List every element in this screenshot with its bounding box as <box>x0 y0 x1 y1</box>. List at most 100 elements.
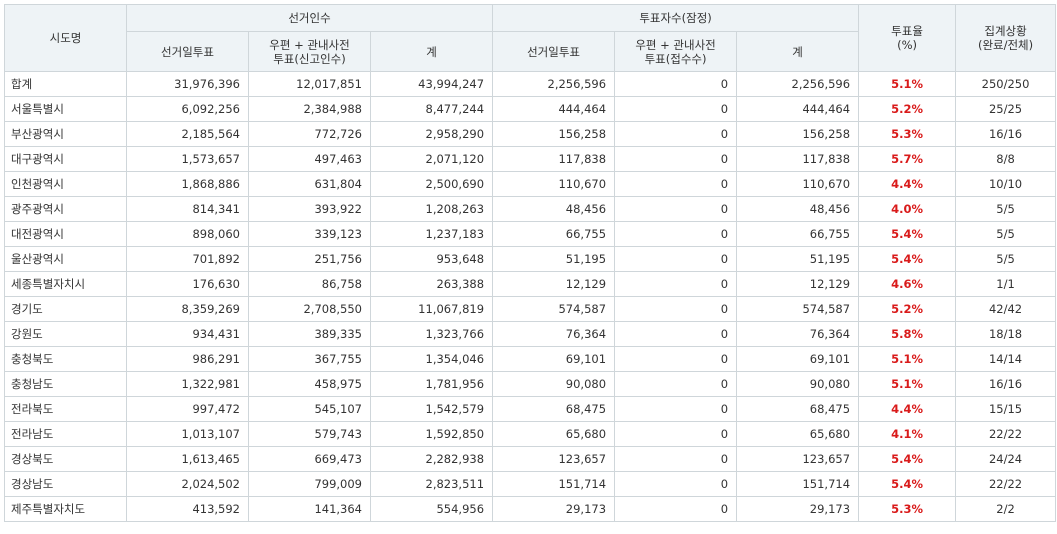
electorate-day-cell: 997,472 <box>126 396 249 422</box>
voters-postal-cell: 0 <box>614 96 738 122</box>
tally-status-cell: 16/16 <box>955 371 1057 397</box>
electorate-postal-cell: 367,755 <box>248 346 371 372</box>
voters-postal-cell: 0 <box>614 221 738 247</box>
electorate-postal-cell: 339,123 <box>248 221 371 247</box>
header-electorate-postal-line1: 우편 + 관내사전 <box>269 37 350 52</box>
header-voters-total: 계 <box>736 31 860 72</box>
region-cell: 제주특별자치도 <box>4 496 127 522</box>
table-row: 경기도 8,359,269 2,708,550 11,067,819 574,587 0 5… <box>4 296 1057 322</box>
tally-status-cell: 22/22 <box>955 421 1057 447</box>
electorate-postal-cell: 545,107 <box>248 396 371 422</box>
header-voters-postal-line2: 투표(접수수) <box>644 51 707 66</box>
electorate-day-cell: 6,092,256 <box>126 96 249 122</box>
header-voters-postal-line1: 우편 + 관내사전 <box>635 37 716 52</box>
table-row: 제주특별자치도 413,592 141,364 554,956 29,173 0 29,17… <box>4 496 1057 522</box>
header-voters-group: 투표자수(잠정) <box>492 4 860 32</box>
electorate-day-cell: 1,322,981 <box>126 371 249 397</box>
voters-total-cell: 66,755 <box>736 221 860 247</box>
voters-total-cell: 110,670 <box>736 171 860 197</box>
electorate-day-cell: 986,291 <box>126 346 249 372</box>
voters-day-cell: 90,080 <box>492 371 616 397</box>
header-voters-postal: 우편 + 관내사전 투표(접수수) <box>614 31 738 72</box>
header-rate: 투표율 (%) <box>858 4 957 72</box>
voters-day-cell: 48,456 <box>492 196 616 222</box>
table-row: 대구광역시 1,573,657 497,463 2,071,120 117,838 0 11… <box>4 146 1057 172</box>
electorate-postal-cell: 86,758 <box>248 271 371 297</box>
region-cell: 대전광역시 <box>4 221 127 247</box>
table-row: 합계 31,976,396 12,017,851 43,994,247 2,256,59… <box>4 71 1057 97</box>
voters-postal-cell: 0 <box>614 146 738 172</box>
electorate-postal-cell: 631,804 <box>248 171 371 197</box>
electorate-total-cell: 554,956 <box>369 496 494 522</box>
region-cell: 세종특별자치시 <box>4 271 127 297</box>
voters-total-cell: 574,587 <box>736 296 860 322</box>
electorate-total-cell: 1,237,183 <box>369 221 494 247</box>
electorate-day-cell: 31,976,396 <box>126 71 249 97</box>
electorate-total-cell: 1,354,046 <box>369 346 494 372</box>
region-cell: 울산광역시 <box>4 246 127 272</box>
turnout-rate-cell: 4.4% <box>858 171 957 197</box>
voters-total-cell: 156,258 <box>736 121 860 147</box>
voters-day-cell: 65,680 <box>492 421 616 447</box>
turnout-rate-cell: 5.1% <box>858 371 957 397</box>
header-voters-day: 선거일투표 <box>492 31 616 72</box>
voters-day-cell: 444,464 <box>492 96 616 122</box>
turnout-rate-cell: 5.4% <box>858 471 957 497</box>
region-cell: 합계 <box>4 71 127 97</box>
electorate-total-cell: 1,542,579 <box>369 396 494 422</box>
header-rate-line2: (%) <box>897 38 917 52</box>
electorate-total-cell: 2,071,120 <box>369 146 494 172</box>
tally-status-cell: 22/22 <box>955 471 1057 497</box>
voters-total-cell: 51,195 <box>736 246 860 272</box>
turnout-rate-cell: 4.4% <box>858 396 957 422</box>
region-cell: 경상남도 <box>4 471 127 497</box>
turnout-rate-cell: 5.8% <box>858 321 957 347</box>
voters-total-cell: 29,173 <box>736 496 860 522</box>
voters-total-cell: 2,256,596 <box>736 71 860 97</box>
header-status: 집계상황 (완료/전체) <box>955 4 1057 72</box>
header-electorate-day: 선거일투표 <box>126 31 249 72</box>
electorate-postal-cell: 772,726 <box>248 121 371 147</box>
electorate-total-cell: 2,282,938 <box>369 446 494 472</box>
voters-postal-cell: 0 <box>614 446 738 472</box>
voters-postal-cell: 0 <box>614 171 738 197</box>
region-cell: 광주광역시 <box>4 196 127 222</box>
voters-day-cell: 76,364 <box>492 321 616 347</box>
electorate-day-cell: 176,630 <box>126 271 249 297</box>
electorate-postal-cell: 2,708,550 <box>248 296 371 322</box>
voters-day-cell: 51,195 <box>492 246 616 272</box>
voters-postal-cell: 0 <box>614 371 738 397</box>
electorate-day-cell: 413,592 <box>126 496 249 522</box>
voters-day-cell: 66,755 <box>492 221 616 247</box>
header-region: 시도명 <box>4 4 127 72</box>
voters-postal-cell: 0 <box>614 121 738 147</box>
voters-postal-cell: 0 <box>614 321 738 347</box>
table-row: 대전광역시 898,060 339,123 1,237,183 66,755 0 66,75… <box>4 221 1057 247</box>
table-row: 인천광역시 1,868,886 631,804 2,500,690 110,670 0 11… <box>4 171 1057 197</box>
region-cell: 부산광역시 <box>4 121 127 147</box>
electorate-total-cell: 11,067,819 <box>369 296 494 322</box>
electorate-total-cell: 1,781,956 <box>369 371 494 397</box>
table-row: 충청북도 986,291 367,755 1,354,046 69,101 0 69,101… <box>4 346 1057 372</box>
voters-postal-cell: 0 <box>614 271 738 297</box>
header-status-line1: 집계상황 <box>984 24 1027 38</box>
table-row: 강원도 934,431 389,335 1,323,766 76,364 0 76,364 5… <box>4 321 1057 347</box>
turnout-rate-cell: 4.0% <box>858 196 957 222</box>
electorate-day-cell: 701,892 <box>126 246 249 272</box>
voters-postal-cell: 0 <box>614 246 738 272</box>
voters-total-cell: 151,714 <box>736 471 860 497</box>
voters-postal-cell: 0 <box>614 421 738 447</box>
voters-day-cell: 574,587 <box>492 296 616 322</box>
table-row: 서울특별시 6,092,256 2,384,988 8,477,244 444,464 0… <box>4 96 1057 122</box>
turnout-rate-cell: 5.2% <box>858 296 957 322</box>
tally-status-cell: 14/14 <box>955 346 1057 372</box>
table-body: 합계 31,976,396 12,017,851 43,994,247 2,256,59… <box>4 71 1057 522</box>
tally-status-cell: 5/5 <box>955 196 1057 222</box>
electorate-postal-cell: 579,743 <box>248 421 371 447</box>
electorate-total-cell: 43,994,247 <box>369 71 494 97</box>
header-electorate-postal: 우편 + 관내사전 투표(신고인수) <box>248 31 371 72</box>
electorate-total-cell: 2,958,290 <box>369 121 494 147</box>
electorate-postal-cell: 389,335 <box>248 321 371 347</box>
tally-status-cell: 5/5 <box>955 221 1057 247</box>
tally-status-cell: 1/1 <box>955 271 1057 297</box>
